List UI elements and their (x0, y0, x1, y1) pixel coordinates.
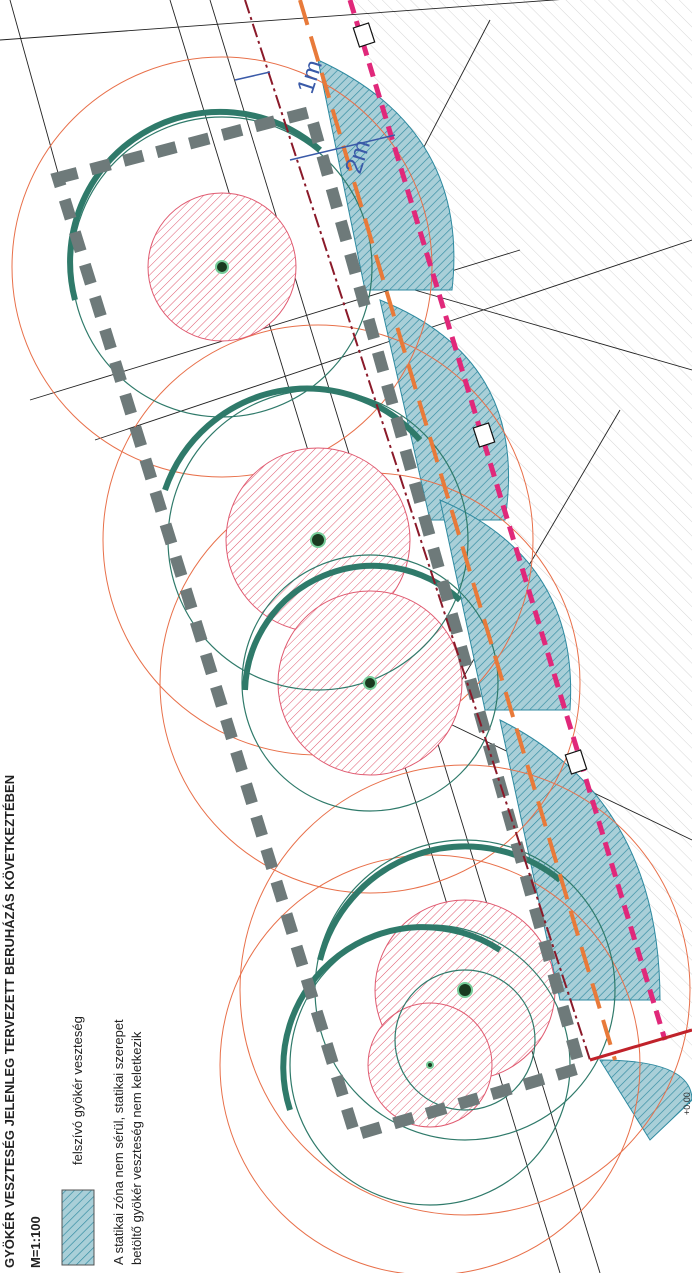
markers (352, 22, 588, 775)
work-zone (50, 104, 588, 1143)
scale: M=1:100 (28, 1216, 43, 1268)
property-line (244, 0, 591, 1061)
legend-note: A statikai zóna nem sérül, statikai szer… (111, 1019, 126, 1265)
level-label: +0.00 (682, 1092, 692, 1115)
trunks (215, 260, 473, 1069)
legend-item: felszívó gyökér veszteség (70, 1016, 85, 1165)
construction-line (347, 0, 668, 1041)
end-line (589, 1028, 692, 1062)
legend-swatch (61, 1189, 95, 1266)
legend-note: betöltő gyökér veszteség nem keletkezik (129, 1031, 144, 1265)
dimension-arrows (234, 71, 396, 161)
title: GYÖKÉR VESZTESÉG JELENLEG TERVEZETT BERU… (2, 775, 17, 1268)
offset-line (298, 0, 617, 1061)
